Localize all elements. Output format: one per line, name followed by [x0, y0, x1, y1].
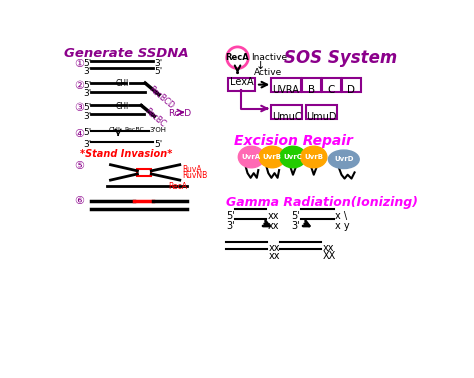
Text: 5': 5' — [83, 59, 92, 68]
Text: Inactive: Inactive — [251, 53, 288, 62]
FancyBboxPatch shape — [272, 105, 302, 119]
Text: RecBCD: RecBCD — [146, 85, 175, 111]
Text: 5': 5' — [292, 211, 300, 221]
Text: RuvNB: RuvNB — [182, 171, 207, 180]
Text: x y: x y — [335, 221, 350, 231]
Ellipse shape — [259, 146, 285, 168]
FancyBboxPatch shape — [228, 79, 255, 91]
Text: xx: xx — [268, 243, 280, 253]
Text: CHI: CHI — [109, 127, 121, 133]
Text: ④: ④ — [74, 129, 84, 138]
Ellipse shape — [238, 146, 264, 168]
Text: CHI: CHI — [116, 102, 129, 111]
Text: xx: xx — [322, 243, 334, 253]
Text: RecBC: RecBC — [124, 127, 144, 132]
Text: UmuC: UmuC — [272, 112, 301, 122]
Text: ①: ① — [74, 59, 84, 69]
Bar — [137, 169, 151, 176]
Text: 3': 3' — [292, 221, 300, 231]
Ellipse shape — [280, 146, 306, 168]
Text: 3'OH: 3'OH — [149, 127, 166, 133]
Text: RuvA: RuvA — [182, 165, 202, 174]
FancyBboxPatch shape — [322, 79, 341, 92]
Text: UmuD: UmuD — [306, 112, 337, 122]
Text: *Stand Invasion*: *Stand Invasion* — [80, 149, 172, 158]
Text: RecA: RecA — [168, 183, 187, 191]
Text: UvrB: UvrB — [263, 154, 282, 160]
Text: D: D — [347, 85, 356, 95]
Text: C: C — [328, 85, 335, 95]
FancyBboxPatch shape — [302, 79, 321, 92]
Text: LexA: LexA — [229, 77, 253, 87]
Text: UVRA: UVRA — [273, 85, 300, 95]
Text: XX: XX — [322, 251, 336, 261]
Text: 5': 5' — [83, 81, 92, 90]
Text: 5': 5' — [83, 128, 92, 137]
Text: ③: ③ — [74, 103, 84, 113]
Text: 5': 5' — [155, 67, 163, 76]
Text: 3': 3' — [226, 221, 235, 231]
Text: UvrA: UvrA — [242, 154, 261, 160]
FancyBboxPatch shape — [342, 79, 361, 92]
Ellipse shape — [328, 150, 359, 169]
Text: ⑥: ⑥ — [74, 196, 84, 206]
Text: SOS System: SOS System — [284, 49, 397, 67]
Text: 5': 5' — [226, 211, 235, 221]
Text: ↓: ↓ — [255, 61, 264, 71]
Text: 3': 3' — [155, 59, 163, 68]
Text: RecBC: RecBC — [143, 107, 167, 129]
Text: CHI: CHI — [116, 79, 129, 88]
Text: xx: xx — [267, 211, 279, 221]
Text: UvrC: UvrC — [283, 154, 302, 160]
FancyBboxPatch shape — [306, 105, 337, 119]
Text: Active: Active — [254, 68, 282, 77]
Text: x \: x \ — [335, 211, 347, 221]
Text: Gamma Radiation(Ionizing): Gamma Radiation(Ionizing) — [226, 195, 418, 209]
Text: RccD: RccD — [168, 108, 191, 118]
Text: xx: xx — [267, 221, 279, 231]
Text: UvrB: UvrB — [304, 154, 323, 160]
Text: 3': 3' — [83, 67, 92, 76]
FancyBboxPatch shape — [272, 79, 301, 92]
Text: xx: xx — [268, 251, 280, 261]
Text: 3': 3' — [83, 112, 92, 121]
Text: ②: ② — [74, 81, 84, 91]
Text: 3': 3' — [83, 140, 92, 149]
Text: RecA: RecA — [226, 53, 249, 62]
Text: B: B — [308, 85, 315, 95]
Text: 3': 3' — [83, 89, 92, 98]
Text: UvrD: UvrD — [334, 156, 354, 162]
Text: Generate SSDNA: Generate SSDNA — [64, 47, 189, 60]
Text: Excision Repair: Excision Repair — [234, 134, 353, 148]
Text: 5': 5' — [155, 140, 163, 149]
Text: 5': 5' — [83, 103, 92, 112]
Ellipse shape — [301, 146, 327, 168]
Text: ⑤: ⑤ — [74, 161, 84, 171]
